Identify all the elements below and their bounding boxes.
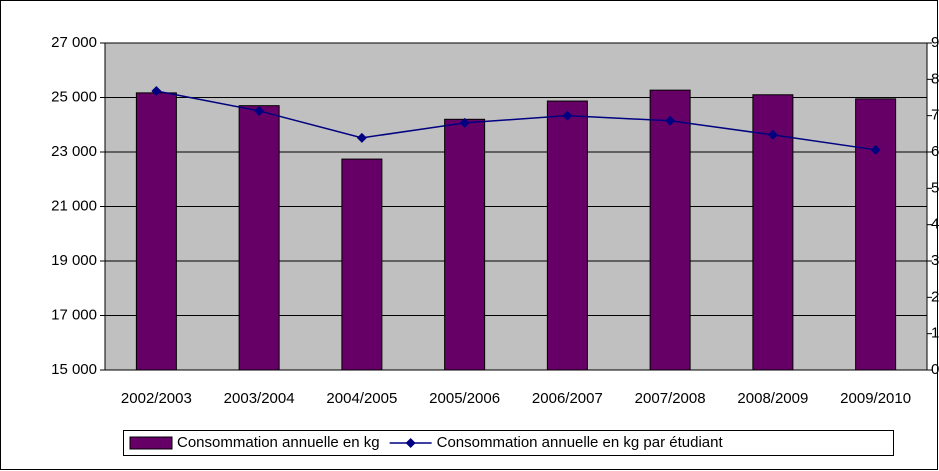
- legend-label: Consommation annuelle en kg: [177, 434, 380, 451]
- x-tick-label: 2007/2008: [635, 390, 706, 407]
- y-tick-label: 15 000: [51, 361, 97, 378]
- x-tick-label: 2005/2006: [429, 390, 500, 407]
- y2-tick-label: 1: [931, 325, 939, 342]
- point: [254, 105, 265, 116]
- y-tick-label: 17 000: [51, 306, 97, 323]
- point: [665, 115, 676, 126]
- y2-tick-label: 2: [931, 288, 939, 305]
- legend-swatch: [129, 436, 173, 450]
- bar: [752, 94, 794, 371]
- point: [459, 117, 470, 128]
- y-tick-label: 25 000: [51, 88, 97, 105]
- x-tick-label: 2009/2010: [840, 390, 911, 407]
- x-tick-label: 2003/2004: [224, 390, 295, 407]
- bar: [649, 89, 691, 371]
- bar: [546, 100, 588, 371]
- line: [156, 90, 876, 151]
- bar: [238, 105, 280, 371]
- bar: [341, 158, 383, 371]
- y-tick-label: 27 000: [51, 34, 97, 51]
- x-tick-label: 2004/2005: [326, 390, 397, 407]
- legend-label: Consommation annuelle en kg par étudiant: [437, 434, 724, 451]
- point: [562, 110, 573, 121]
- y-tick-label: 21 000: [51, 197, 97, 214]
- bar: [135, 92, 177, 371]
- y2-tick-label: 8: [931, 70, 939, 87]
- legend: Consommation annuelle en kg Consommation …: [123, 430, 894, 456]
- bar: [444, 118, 486, 371]
- y2-tick-label: 7: [931, 107, 939, 124]
- point: [356, 132, 367, 143]
- y2-tick-label: 0: [931, 361, 939, 378]
- x-tick-label: 2006/2007: [532, 390, 603, 407]
- legend-box: [123, 430, 894, 456]
- x-tick-label: 2002/2003: [121, 390, 192, 407]
- y2-tick-label: 3: [931, 252, 939, 269]
- y2-tick-label: 9: [931, 34, 939, 51]
- point: [767, 129, 778, 140]
- y2-tick-label: 5: [931, 179, 939, 196]
- bar: [855, 98, 897, 371]
- point: [151, 85, 162, 96]
- y-tick-label: 19 000: [51, 252, 97, 269]
- y2-tick-label: 4: [931, 216, 939, 233]
- x-tick-label: 2008/2009: [737, 390, 808, 407]
- legend-marker: [405, 438, 416, 448]
- y2-tick-label: 6: [931, 143, 939, 160]
- point: [870, 144, 881, 155]
- y-tick-label: 23 000: [51, 143, 97, 160]
